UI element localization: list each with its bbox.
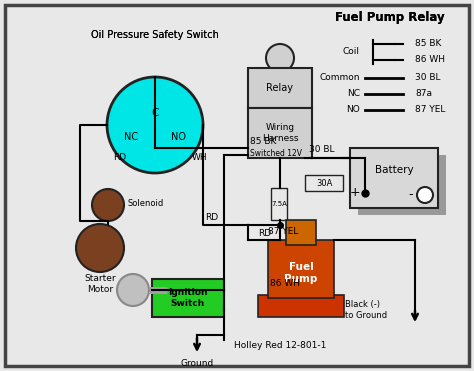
Text: Ground: Ground xyxy=(181,358,214,368)
Text: RD: RD xyxy=(113,154,127,162)
Bar xyxy=(152,279,224,317)
Circle shape xyxy=(117,274,149,306)
Text: +: + xyxy=(349,187,360,200)
Text: 30 BL: 30 BL xyxy=(309,145,335,154)
Text: Black (-): Black (-) xyxy=(345,301,380,309)
Text: Solenoid: Solenoid xyxy=(128,198,164,207)
Bar xyxy=(258,295,344,317)
Text: Fuel Pump Relay: Fuel Pump Relay xyxy=(335,12,445,24)
Bar xyxy=(268,240,334,298)
Text: Holley Red 12-801-1: Holley Red 12-801-1 xyxy=(234,341,326,349)
Text: -: - xyxy=(409,188,413,201)
Text: Coil: Coil xyxy=(343,47,360,56)
Text: NC: NC xyxy=(124,132,138,142)
Bar xyxy=(248,108,312,158)
Text: Common: Common xyxy=(319,73,360,82)
Text: 86 WH: 86 WH xyxy=(270,279,300,288)
Circle shape xyxy=(107,77,203,173)
Text: NO: NO xyxy=(346,105,360,115)
Text: 30 BL: 30 BL xyxy=(415,73,440,82)
Text: Relay: Relay xyxy=(266,83,293,93)
Text: Wiring
Harness: Wiring Harness xyxy=(262,123,298,143)
Bar xyxy=(286,220,316,245)
Text: 87 YEL: 87 YEL xyxy=(415,105,446,115)
Text: 87 YEL: 87 YEL xyxy=(268,227,298,236)
Text: C: C xyxy=(151,108,159,118)
Circle shape xyxy=(76,224,124,272)
Text: Ignition
Switch: Ignition Switch xyxy=(168,288,208,308)
Bar xyxy=(248,68,312,108)
Text: Switched 12V: Switched 12V xyxy=(250,148,302,158)
Text: Fuel Pump Relay: Fuel Pump Relay xyxy=(335,12,445,24)
Circle shape xyxy=(92,189,124,221)
Text: 87a: 87a xyxy=(415,89,432,98)
Circle shape xyxy=(266,44,294,72)
Text: 85 BK: 85 BK xyxy=(250,137,276,145)
Text: 85 BK: 85 BK xyxy=(415,39,441,49)
Text: RD: RD xyxy=(205,213,218,223)
Text: RD: RD xyxy=(258,230,271,239)
Bar xyxy=(305,175,343,191)
Bar xyxy=(358,155,446,215)
Text: to Ground: to Ground xyxy=(345,311,387,319)
Text: NC: NC xyxy=(347,89,360,98)
Text: 30A: 30A xyxy=(316,178,332,187)
Bar xyxy=(350,148,438,208)
Circle shape xyxy=(417,187,433,203)
Bar xyxy=(271,188,287,220)
Text: NO: NO xyxy=(172,132,186,142)
Text: 86 WH: 86 WH xyxy=(415,56,445,65)
Text: Oil Pressure Safety Switch: Oil Pressure Safety Switch xyxy=(91,30,219,40)
Text: Oil Pressure Safety Switch: Oil Pressure Safety Switch xyxy=(91,30,219,40)
Text: Starter
Motor: Starter Motor xyxy=(84,274,116,294)
Text: WH: WH xyxy=(192,154,208,162)
Text: Fuel
Pump: Fuel Pump xyxy=(284,262,318,284)
Text: 7.5A: 7.5A xyxy=(271,201,287,207)
Text: Battery: Battery xyxy=(374,165,413,175)
